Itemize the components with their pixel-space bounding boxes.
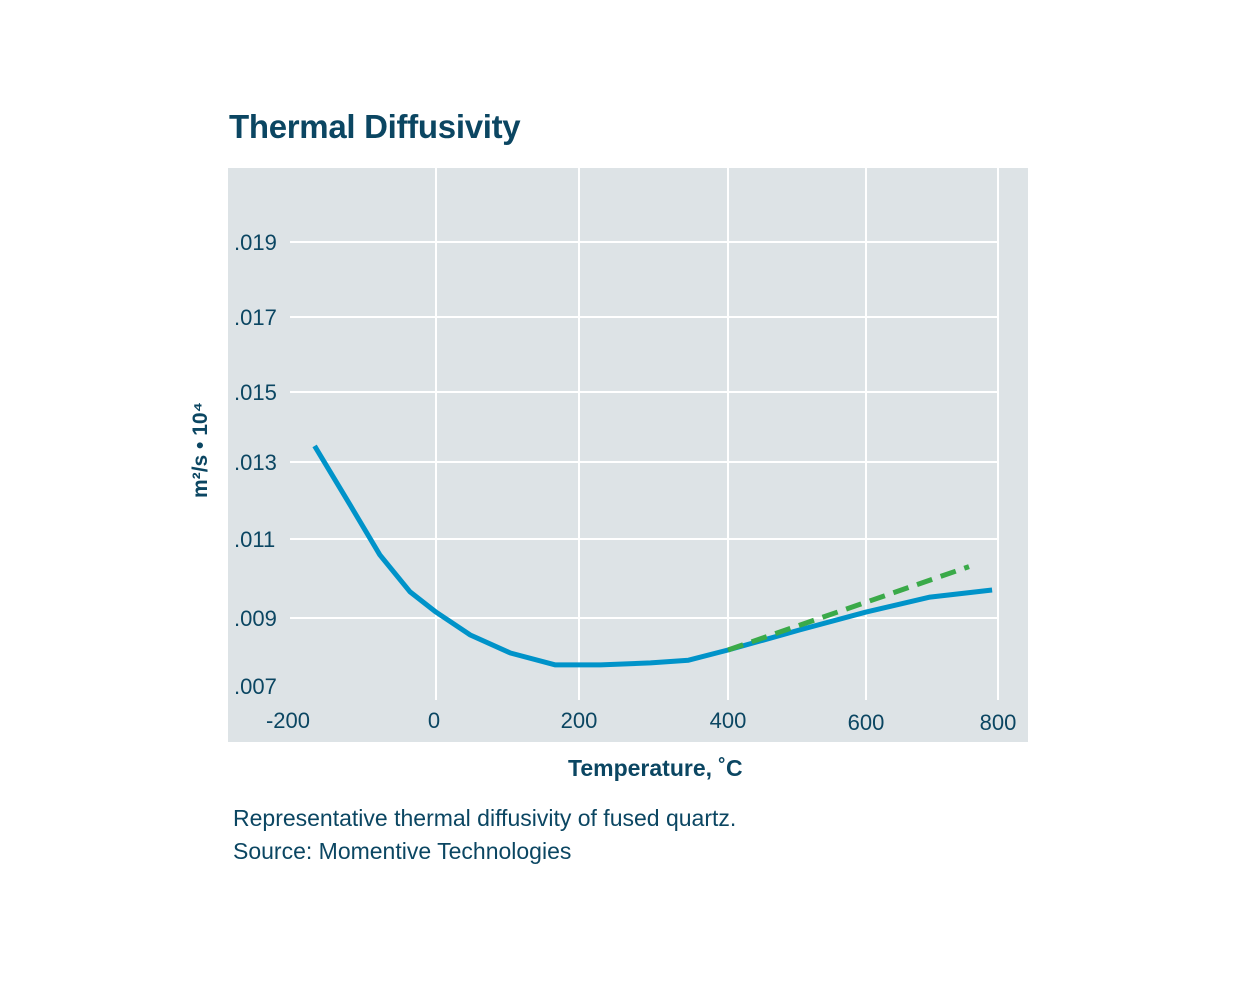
caption-source: Source: Momentive Technologies: [233, 838, 572, 864]
x-tick-label: 800: [980, 710, 1017, 735]
caption-description: Representative thermal diffusivity of fu…: [233, 805, 737, 831]
diffusivity-series-line: [312, 444, 993, 668]
x-tick-label: 600: [848, 710, 885, 735]
x-axis-label: Temperature, ˚C: [568, 755, 743, 781]
y-axis-label: m²/s • 10⁴: [189, 402, 212, 498]
dashed-series-line: [727, 564, 970, 653]
y-tick-label: .019: [234, 230, 277, 255]
y-tick-label: .017: [234, 305, 277, 330]
x-tick-label: 400: [710, 708, 747, 733]
x-tick-label: 0: [428, 708, 440, 733]
plot-background: [228, 168, 1028, 742]
y-tick-label: .009: [234, 606, 277, 631]
y-tick-label: .007: [234, 674, 277, 699]
x-tick-label: 200: [561, 708, 598, 733]
caption: Representative thermal diffusivity of fu…: [233, 802, 736, 868]
x-tick-label: -200: [266, 708, 310, 733]
y-tick-label: .011: [234, 527, 275, 552]
chart-title: Thermal Diffusivity: [229, 108, 521, 145]
y-tick-label: .013: [234, 450, 277, 475]
y-tick-label: .015: [234, 380, 277, 405]
